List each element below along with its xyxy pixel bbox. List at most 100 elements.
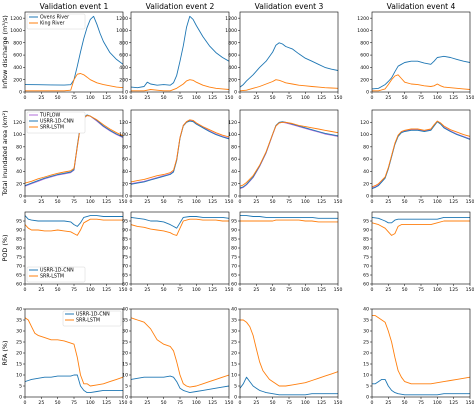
x-tick-label: 125 (449, 400, 458, 405)
y-tick-label: 0 (19, 194, 22, 200)
y-tick-label: 800 (360, 40, 369, 46)
y-tick-label: 1000 (10, 28, 22, 34)
series-line-0 (240, 121, 338, 190)
y-tick-label: 40 (231, 307, 237, 313)
y-tick-label: 60 (363, 282, 369, 288)
y-tick-label: 80 (16, 246, 22, 252)
series-line-0 (25, 15, 123, 86)
x-tick-label: 150 (119, 287, 128, 293)
x-tick-label: 50 (270, 95, 276, 101)
axes-frame (130, 109, 230, 197)
y-tick-label: 60 (231, 282, 237, 288)
x-tick-label: 125 (317, 95, 326, 101)
legend-label: USRR-1D-CNN (40, 119, 74, 125)
y-tick-label: 800 (228, 40, 237, 46)
x-tick-label: 150 (225, 287, 234, 293)
series-line-1 (240, 319, 338, 387)
series-line-1 (25, 73, 123, 92)
y-tick-label: 800 (13, 40, 22, 46)
x-tick-label: 75 (71, 400, 77, 405)
series-line-0 (131, 375, 229, 394)
y-tick-label: 95 (231, 219, 237, 225)
y-tick-label: 1200 (10, 16, 22, 22)
series-line-2 (372, 120, 470, 188)
x-tick-label: 0 (239, 400, 242, 405)
panel-r1-c3: 0 25 50 75 100 125 150 0 20 40 60 80 100 120 (360, 109, 474, 205)
legend-label: SRR-LSTM (76, 318, 100, 324)
series-line-0 (240, 215, 338, 219)
y-tick-label: 40 (363, 307, 369, 313)
y-tick-label: 30 (363, 329, 369, 335)
y-tick-label: 0 (125, 395, 128, 401)
x-tick-label: 75 (286, 400, 292, 405)
x-tick-label: 150 (119, 400, 128, 405)
x-tick-label: 25 (144, 95, 150, 101)
y-tick-label: 30 (122, 329, 128, 335)
x-tick-label: 75 (418, 199, 424, 205)
x-tick-label: 25 (385, 199, 391, 205)
series-line-1 (372, 315, 470, 385)
x-tick-label: 25 (144, 400, 150, 405)
x-tick-label: 25 (385, 95, 391, 101)
x-tick-label: 50 (270, 400, 276, 405)
y-tick-label: 40 (363, 169, 369, 175)
y-tick-label: 0 (125, 90, 128, 96)
y-tick-label: 1200 (116, 16, 128, 22)
y-tick-label: 600 (228, 53, 237, 59)
x-tick-label: 50 (402, 400, 408, 405)
x-tick-label: 150 (466, 287, 474, 293)
x-tick-label: 0 (371, 199, 374, 205)
series-line-1 (131, 218, 229, 236)
y-tick-label: 0 (125, 194, 128, 200)
y-tick-label: 70 (122, 264, 128, 270)
x-tick-label: 25 (38, 400, 44, 405)
x-tick-label: 75 (177, 199, 183, 205)
x-tick-label: 50 (161, 95, 167, 101)
series-line-0 (240, 376, 338, 396)
y-tick-label: 10 (363, 373, 369, 379)
x-tick-label: 50 (402, 287, 408, 293)
y-tick-label: 1000 (225, 28, 237, 34)
y-tick-label: 400 (119, 65, 128, 71)
x-tick-label: 0 (371, 400, 374, 405)
x-tick-label: 75 (71, 95, 77, 101)
series-line-1 (240, 79, 338, 92)
series-line-1 (240, 121, 338, 189)
legend-label: USRR-1D-CNN (76, 312, 110, 318)
y-tick-label: 40 (122, 169, 128, 175)
x-tick-label: 0 (130, 95, 133, 101)
y-tick-label: 20 (122, 181, 128, 187)
y-tick-label: 120 (360, 120, 369, 126)
y-tick-label: 600 (360, 53, 369, 59)
y-tick-label: 10 (122, 373, 128, 379)
y-tick-label: 80 (122, 144, 128, 150)
y-tick-label: 85 (16, 237, 22, 243)
y-tick-label: 15 (16, 362, 22, 368)
y-tick-label: 1000 (357, 28, 369, 34)
y-tick-label: 95 (16, 219, 22, 225)
y-tick-label: 20 (122, 351, 128, 357)
x-tick-label: 25 (385, 400, 391, 405)
y-tick-label: 80 (16, 144, 22, 150)
series-line-1 (25, 317, 123, 387)
x-tick-label: 125 (102, 400, 111, 405)
y-tick-label: 400 (228, 65, 237, 71)
x-tick-label: 125 (208, 95, 217, 101)
y-tick-label: 25 (363, 340, 369, 346)
x-tick-label: 25 (144, 287, 150, 293)
y-tick-label: 200 (360, 77, 369, 83)
y-tick-label: 65 (16, 273, 22, 279)
y-tick-label: 85 (122, 237, 128, 243)
x-tick-label: 100 (433, 95, 442, 101)
x-tick-label: 125 (449, 199, 458, 205)
y-tick-label: 80 (363, 144, 369, 150)
y-tick-label: 35 (16, 318, 22, 324)
x-tick-label: 150 (334, 400, 343, 405)
x-tick-label: 0 (371, 95, 374, 101)
y-tick-label: 10 (231, 373, 237, 379)
series-line-1 (372, 220, 470, 236)
series-line-0 (131, 15, 229, 89)
x-tick-label: 75 (286, 95, 292, 101)
